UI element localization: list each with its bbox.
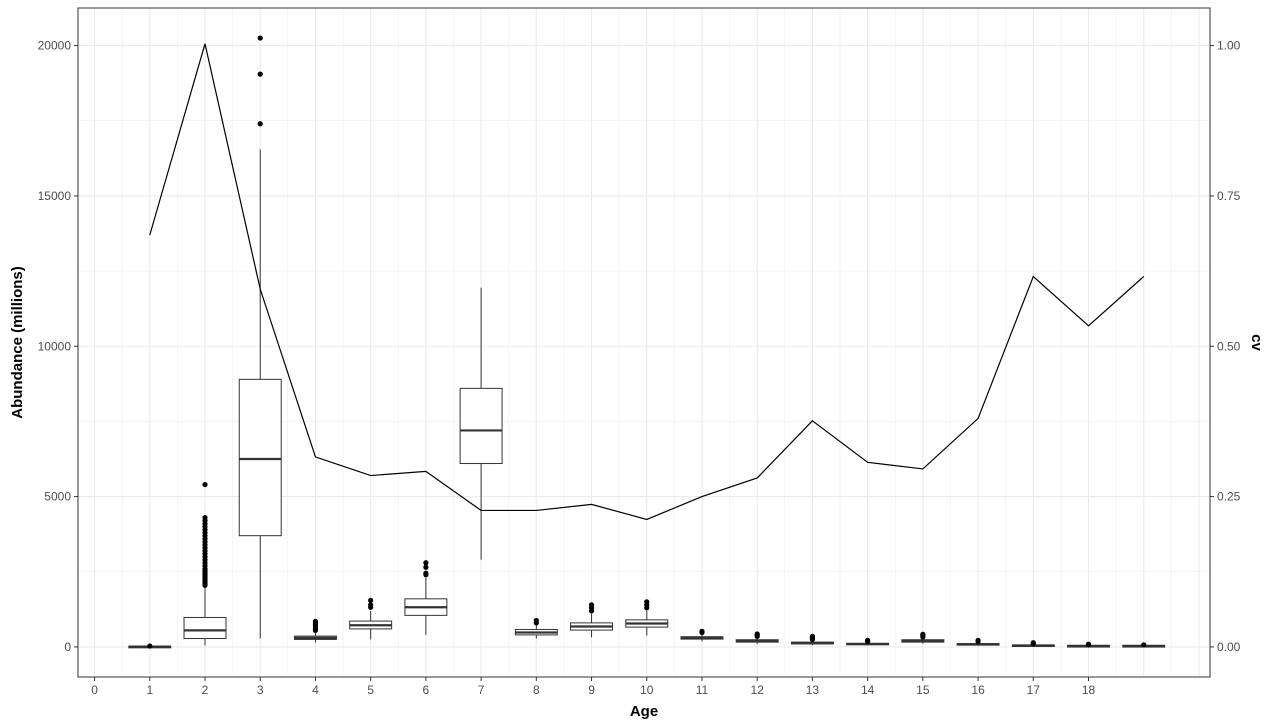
box-iqr: [238, 378, 282, 537]
boxplot-age-11: [680, 628, 724, 642]
outlier-point: [699, 628, 705, 634]
x-tick-label: 8: [533, 683, 540, 697]
x-tick-label: 0: [91, 683, 98, 697]
outlier-point: [423, 560, 429, 566]
outlier-point: [865, 637, 871, 643]
boxplot-age-8: [514, 617, 558, 639]
boxplot-age-14: [846, 637, 890, 646]
boxplot-age-12: [735, 631, 779, 644]
x-tick-label: 1: [146, 683, 153, 697]
box-iqr: [183, 616, 227, 640]
x-tick-label: 7: [478, 683, 485, 697]
y2-tick-label: 0.00: [1217, 640, 1241, 654]
outlier-point: [368, 602, 374, 608]
boxplot-age-1: [128, 643, 172, 649]
outlier-point: [754, 631, 760, 637]
x-tick-label: 14: [861, 683, 875, 697]
boxplot-age-9: [570, 602, 614, 638]
x-tick-label: 12: [751, 683, 765, 697]
x-tick-label: 16: [971, 683, 985, 697]
outlier-point: [1030, 640, 1036, 646]
boxplots: [128, 35, 1166, 649]
x-tick-label: 15: [916, 683, 930, 697]
boxplot-age-5: [349, 597, 393, 640]
outlier-point: [257, 35, 263, 41]
outlier-point: [368, 597, 374, 603]
outlier-point: [533, 617, 539, 624]
y-axis-title: Abundance (millions): [9, 266, 26, 419]
boxplot-age-2: [183, 481, 227, 646]
boxplot-age-7: [459, 287, 503, 560]
outlier-point: [920, 631, 926, 637]
outlier-point: [147, 643, 153, 649]
cv-line-layer: [149, 43, 1145, 521]
x-tick-label: 11: [696, 683, 709, 697]
outlier-point: [809, 633, 816, 640]
x-tick-label: 3: [257, 683, 264, 697]
y-tick-label: 5000: [44, 490, 71, 504]
x-tick-label: 13: [806, 683, 820, 697]
x-tick-label: 6: [423, 683, 430, 697]
outlier-point: [423, 570, 429, 576]
outlier-point: [257, 71, 263, 77]
boxplot-age-18: [1067, 641, 1111, 648]
x-tick-label: 4: [312, 683, 319, 697]
boxplot-age-10: [625, 599, 669, 636]
boxplot-age-16: [956, 637, 1000, 646]
x-tick-label: 5: [367, 683, 374, 697]
y-tick-label: 15000: [38, 189, 72, 203]
outlier-point: [588, 602, 595, 608]
boxplot-age-15: [901, 631, 945, 644]
outlier-point: [202, 481, 208, 488]
y2-axis-title: cv: [1248, 334, 1265, 351]
x-tick-label: 2: [202, 683, 209, 697]
y2-tick-label: 1.00: [1217, 39, 1241, 53]
outlier-point: [1141, 642, 1147, 648]
cv-line: [149, 43, 1145, 521]
outlier-point: [644, 599, 650, 605]
x-tick-label: 18: [1082, 683, 1096, 697]
y2-tick-label: 0.25: [1217, 490, 1241, 504]
boxplot-age-6: [404, 560, 448, 635]
outlier-point: [975, 637, 981, 643]
y-tick-label: 10000: [38, 339, 72, 353]
boxplot-age-3: [238, 35, 282, 639]
axes: 0 1 2 3 4 5 6 7 8 9 10 11 12 13 14 15 16 17 18050001000015…: [38, 39, 1241, 697]
outlier-point: [257, 121, 263, 127]
boxplot-age-19: [1122, 642, 1166, 648]
y-tick-label: 0: [64, 640, 71, 654]
box-iqr: [459, 387, 503, 465]
outlier-point: [1085, 641, 1092, 647]
y2-tick-label: 0.50: [1217, 339, 1241, 353]
y-tick-label: 20000: [38, 39, 72, 53]
x-tick-label: 10: [640, 683, 654, 697]
boxplot-age-13: [790, 633, 834, 646]
boxplot-age-4: [293, 618, 337, 643]
x-tick-label: 17: [1027, 683, 1041, 697]
boxplot-age-17: [1011, 640, 1055, 647]
x-tick-label: 9: [588, 683, 595, 697]
grid-lines: [78, 8, 1210, 677]
x-axis-title: Age: [630, 703, 658, 720]
y2-tick-label: 0.75: [1217, 189, 1241, 203]
panel-border: [77, 7, 1211, 678]
outlier-point: [202, 515, 208, 521]
outlier-point: [312, 618, 319, 624]
outlier-point: [423, 564, 429, 570]
